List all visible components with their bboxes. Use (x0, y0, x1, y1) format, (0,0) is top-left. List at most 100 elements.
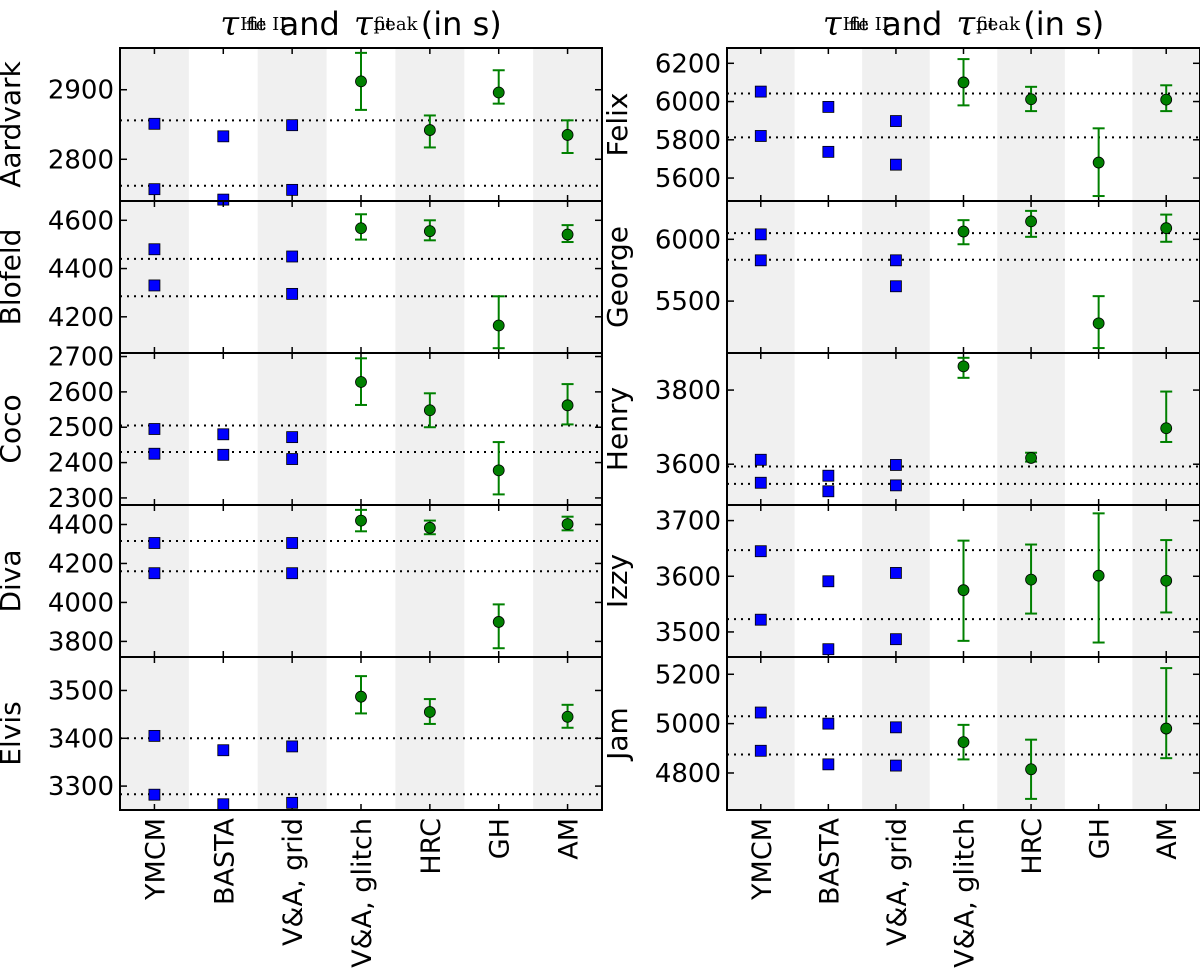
x-tick-label: AM (1152, 818, 1183, 860)
panel-label-felix: Felix (601, 93, 634, 157)
peak-marker (1025, 93, 1037, 106)
peak-marker (355, 75, 367, 88)
y-tick-label: 3800 (48, 627, 114, 657)
he-ii-marker (148, 117, 161, 130)
he-ii-marker (890, 280, 902, 293)
he-ii-marker (890, 479, 902, 492)
peak-marker (423, 225, 436, 238)
he-ii-marker (822, 485, 835, 498)
y-tick-label: 4400 (48, 510, 114, 540)
peak-marker (355, 376, 367, 388)
category-band (395, 657, 465, 810)
category-band (257, 505, 327, 657)
he-ii-marker (286, 453, 299, 465)
y-tick-label: 6000 (655, 225, 721, 255)
category-band (533, 353, 602, 505)
he-ii-marker (822, 101, 835, 113)
he-ii-marker (890, 158, 902, 171)
peak-marker (561, 518, 574, 530)
category-band (533, 657, 602, 810)
peak-marker (561, 228, 574, 241)
he-ii-marker (148, 729, 161, 742)
title-unit: (in s) (420, 5, 502, 43)
he-ii-marker (148, 537, 161, 549)
right-column-title: τ He II fit and τ peak fit (in s) (727, 2, 1200, 46)
peak-marker (1160, 422, 1173, 435)
he-ii-marker (754, 613, 767, 626)
he-ii-marker (890, 115, 902, 127)
panel-label-coco: Coco (0, 394, 27, 463)
peak-marker (1025, 763, 1037, 776)
peak-marker (492, 616, 505, 628)
x-tick-label: BASTA (209, 817, 240, 905)
peak-marker (423, 124, 436, 136)
peak-marker (1160, 722, 1173, 735)
y-tick-label: 3600 (655, 562, 721, 592)
category-band (862, 201, 930, 353)
panel-henry: 3600 3800 Henry (601, 352, 1200, 506)
he-ii-marker (217, 448, 230, 461)
category-band (727, 48, 795, 201)
panel-diva: 3800 4000 4200 4400 Diva (0, 504, 603, 658)
he-ii-marker (754, 85, 767, 98)
he-ii-marker (890, 721, 902, 734)
title-superscript-he: He II (240, 13, 287, 35)
panel-label-diva: Diva (0, 549, 27, 612)
y-tick-label: 6000 (655, 88, 721, 118)
y-tick-label: 4000 (48, 588, 114, 618)
peak-marker (957, 584, 970, 597)
y-tick-label: 4200 (48, 303, 114, 333)
peak-marker (423, 404, 436, 417)
x-tick-label: HRC (1017, 818, 1048, 875)
y-tick-label: 3600 (655, 450, 721, 480)
y-tick-label: 5500 (655, 287, 721, 317)
peak-marker (1092, 156, 1105, 169)
he-ii-marker (754, 545, 767, 558)
peak-marker (957, 76, 970, 89)
peak-marker (561, 129, 574, 141)
y-tick-label: 2800 (48, 145, 114, 175)
he-ii-marker (822, 643, 835, 656)
x-tick-label: V&A, glitch (950, 818, 981, 968)
title-subscript-fit: fit (246, 13, 266, 35)
peak-marker (957, 225, 970, 238)
he-ii-marker (217, 744, 230, 757)
y-tick-label: 2700 (48, 343, 114, 373)
peak-marker (561, 710, 574, 723)
he-ii-marker (754, 228, 767, 241)
he-ii-marker (148, 447, 161, 460)
panel-frame (119, 656, 603, 811)
y-tick-label: 4600 (48, 206, 114, 236)
panel-frame (726, 656, 1200, 811)
category-band (257, 201, 327, 353)
panel-blofeld: 4200 4400 4600 Blofeld (0, 200, 603, 354)
panel-label-george: George (601, 226, 634, 328)
he-ii-marker (286, 567, 299, 580)
x-tick-label: V&A, glitch (347, 818, 378, 968)
category-band (997, 353, 1065, 505)
panel-coco: 2300 2400 2500 2600 2700 Coco (0, 343, 603, 514)
he-ii-marker (286, 740, 299, 753)
y-tick-label: 5200 (655, 660, 721, 690)
x-tick-label: BASTA (814, 817, 845, 905)
peak-marker (1025, 215, 1037, 228)
peak-marker (492, 86, 505, 99)
he-ii-marker (217, 798, 230, 811)
y-tick-label: 2500 (48, 413, 114, 443)
x-tick-label: AM (554, 818, 585, 860)
y-tick-label: 6200 (655, 49, 721, 79)
peak-marker (561, 399, 574, 412)
y-tick-label: 4800 (655, 759, 721, 789)
category-band (257, 657, 327, 810)
peak-marker (957, 360, 970, 373)
peak-marker (423, 521, 436, 534)
he-ii-marker (286, 183, 299, 196)
he-ii-marker (754, 453, 767, 466)
y-tick-label: 2900 (48, 76, 114, 106)
he-ii-marker (286, 431, 299, 444)
category-band (862, 657, 930, 810)
panel-izzy: 3500 3600 3700 Izzy (601, 504, 1200, 658)
x-tick-label: YMCM (747, 818, 778, 901)
panel-jam: 4800 5000 5200 Jam (601, 656, 1200, 811)
panel-label-jam: Jam (601, 707, 634, 762)
